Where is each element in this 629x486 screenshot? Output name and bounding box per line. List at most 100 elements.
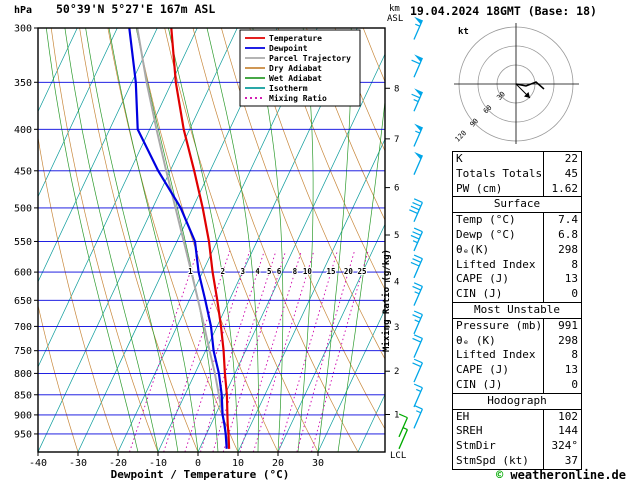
table-section-header: Most Unstable — [453, 301, 581, 319]
table-row-label: K — [456, 152, 463, 165]
table-row-label: CAPE (J) — [456, 272, 509, 286]
svg-text:10: 10 — [232, 458, 244, 469]
altitude-tick-labels: 1 2 3 4 5 6 7 8 — [385, 84, 399, 421]
legend-label: Temperature — [269, 34, 322, 43]
svg-text:8: 8 — [394, 84, 399, 94]
table-row: CIN (J) 0 — [453, 287, 581, 302]
table-row-label: Pressure (mb) — [456, 318, 543, 332]
skewt-chart-layers: 1 2 3 4 5 6 8 10 15 20 253003504004505005506006507… — [14, 16, 423, 469]
table-row-value: 102 — [543, 409, 581, 425]
svg-text:10: 10 — [303, 267, 313, 276]
svg-text:4: 4 — [255, 267, 260, 276]
svg-text:30: 30 — [312, 458, 324, 469]
table-row-value: 991 — [543, 318, 581, 334]
svg-text:0: 0 — [195, 458, 201, 469]
table-row-label: Temp (°C) — [456, 213, 516, 227]
table-row-label: CIN (J) — [456, 287, 503, 301]
table-row-label: EH — [456, 409, 470, 423]
table-row-value: 8 — [543, 348, 581, 364]
table-row-label: θₑ (K) — [456, 333, 496, 347]
svg-text:1: 1 — [188, 267, 193, 276]
svg-text:-10: -10 — [149, 458, 167, 469]
mixing-ratio-labels: 1 2 3 4 5 6 8 10 15 20 25 — [187, 266, 367, 277]
table-row: CAPE (J) 13 — [453, 272, 581, 288]
svg-text:700: 700 — [14, 322, 32, 333]
svg-text:550: 550 — [14, 237, 32, 248]
svg-text:350: 350 — [14, 78, 32, 89]
table-row-label: StmDir — [456, 439, 496, 453]
table-row-label: Lifted Index — [456, 257, 536, 271]
table-section-header: Hodograph — [453, 392, 581, 410]
svg-text:20: 20 — [272, 458, 284, 469]
svg-text:4: 4 — [394, 277, 399, 287]
svg-text:15: 15 — [327, 267, 336, 276]
table-row-label: Lifted Index — [456, 348, 536, 362]
temperature-tick-labels: -40 -30 -20 -10 0 10 20 30 — [29, 452, 324, 469]
svg-text:400: 400 — [14, 125, 32, 136]
svg-text:450: 450 — [14, 166, 32, 177]
svg-text:20: 20 — [344, 267, 354, 276]
wind-barb-column — [398, 16, 423, 450]
table-section-header: Surface — [453, 196, 581, 214]
table-row: Lifted Index 8 — [453, 348, 581, 364]
table-row: EH 102 — [453, 409, 581, 425]
svg-text:750: 750 — [14, 346, 32, 357]
legend-label: Mixing Ratio — [269, 93, 327, 103]
svg-text:6: 6 — [277, 267, 282, 276]
dewpoint-curve — [128, 28, 228, 449]
svg-text:2: 2 — [220, 267, 225, 276]
table-row-label: StmSpd (kt) — [456, 453, 529, 467]
table-row-value: 0 — [543, 377, 581, 393]
svg-text:3: 3 — [394, 323, 399, 333]
table-row: StmSpd (kt) 37 — [453, 453, 581, 469]
table-row-value: 37 — [543, 453, 581, 469]
table-row: CAPE (J) 13 — [453, 363, 581, 378]
hodograph-ring-label: 90 — [468, 117, 480, 129]
table-row-value: 8 — [543, 257, 581, 273]
table-row-value: 7.4 — [543, 213, 581, 228]
table-row-label: Dewp (°C) — [456, 227, 516, 241]
svg-text:6: 6 — [394, 184, 399, 194]
table-row: Lifted Index 8 — [453, 257, 581, 273]
svg-text:500: 500 — [14, 203, 32, 214]
table-row-label: SREH — [456, 424, 483, 438]
svg-text:2: 2 — [394, 367, 399, 377]
svg-text:-40: -40 — [29, 458, 47, 469]
table-row: θₑ(K) 298 — [453, 242, 581, 258]
table-row-label: Totals Totals — [456, 166, 543, 180]
table-row-value: 0 — [543, 287, 581, 302]
legend-label: Parcel Trajectory — [269, 53, 351, 63]
table-row: Pressure (mb) 991 — [453, 318, 581, 334]
station-title: 50°39'N 5°27'E 167m ASL — [56, 2, 215, 16]
skewt-chart: 1 2 3 4 5 6 8 10 15 20 253003504004505005506006507… — [14, 2, 423, 481]
svg-text:-30: -30 — [69, 458, 87, 469]
hodograph-trace — [515, 81, 545, 90]
svg-text:850: 850 — [14, 390, 32, 401]
svg-text:900: 900 — [14, 410, 32, 421]
mixing-ratio-axis-label: Mixing Ratio (g/kg) — [381, 249, 392, 352]
svg-text:5: 5 — [267, 267, 272, 276]
table-row-value: 13 — [543, 272, 581, 288]
table-row: θₑ (K) 298 — [453, 333, 581, 349]
storm-motion-arrowhead — [524, 92, 530, 98]
table-row: Dewp (°C) 6.8 — [453, 227, 581, 243]
svg-text:5: 5 — [394, 231, 399, 241]
copyright-site: weatheronline.de — [510, 468, 626, 482]
table-row: PW (cm) 1.62 — [453, 181, 581, 197]
table-row: CIN (J) 0 — [453, 377, 581, 393]
table-row-value: 298 — [543, 333, 581, 349]
svg-text:1: 1 — [394, 411, 399, 421]
table-row-value: 144 — [543, 424, 581, 440]
temperature-curve — [170, 28, 231, 449]
svg-text:7: 7 — [394, 135, 399, 145]
pressure-tick-labels: 300 350 400 450 500 550 600 650 700 750 800 850 900 9… — [14, 24, 38, 440]
table-row: Totals Totals 45 — [453, 166, 581, 182]
table-row-label: θₑ(K) — [456, 242, 490, 256]
x-axis-title: Dewpoint / Temperature (°C) — [111, 468, 290, 481]
legend-label: Dewpoint — [269, 43, 308, 53]
svg-text:300: 300 — [14, 24, 32, 35]
svg-text:600: 600 — [14, 268, 32, 279]
copyright-symbol: © — [495, 468, 504, 482]
